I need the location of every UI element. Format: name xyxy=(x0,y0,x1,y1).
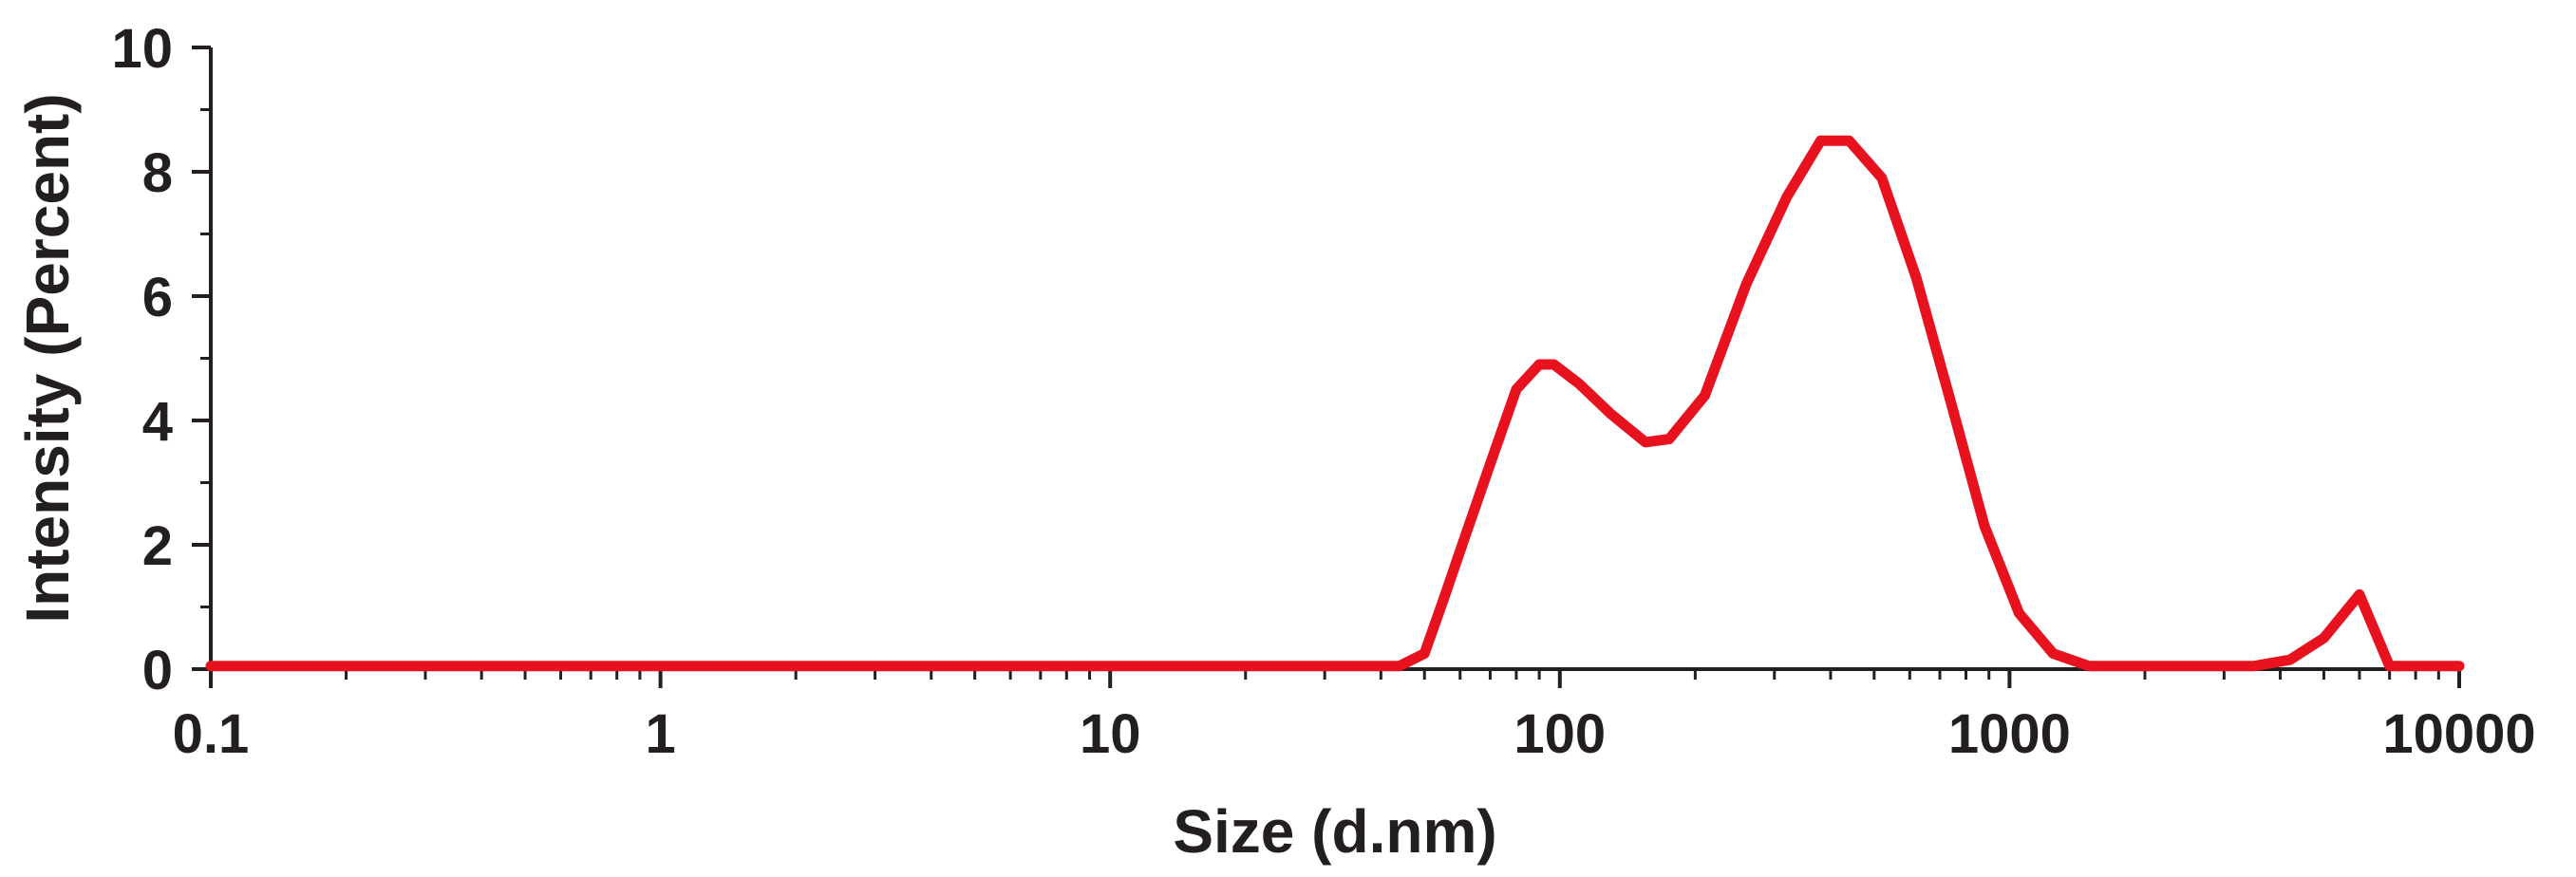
y-tick-label: 6 xyxy=(142,267,173,328)
y-axis-title: Intensity (Percent) xyxy=(13,93,82,623)
x-tick-labels: 0.1 1 10 100 1000 10000 xyxy=(173,703,2536,765)
x-tick-label: 1000 xyxy=(1948,703,2071,765)
y-tick-label: 2 xyxy=(142,515,173,577)
y-tick-label: 4 xyxy=(142,391,173,453)
y-tick-label: 0 xyxy=(142,640,173,701)
y-tick-label: 8 xyxy=(142,142,173,204)
y-tick-labels: 0 2 4 6 8 10 xyxy=(111,18,173,701)
x-tick-label: 0.1 xyxy=(173,703,250,765)
x-tick-label: 1 xyxy=(645,703,675,765)
axis-major-ticks xyxy=(192,46,2461,688)
y-tick-label: 10 xyxy=(111,18,173,80)
series-line xyxy=(205,135,2465,672)
x-tick-label: 100 xyxy=(1514,703,1606,765)
x-axis-title: Size (d.nm) xyxy=(1173,797,1496,866)
x-tick-label: 10000 xyxy=(2382,703,2535,765)
x-minor-ticks xyxy=(200,108,2440,680)
x-tick-label: 10 xyxy=(1080,703,1141,765)
